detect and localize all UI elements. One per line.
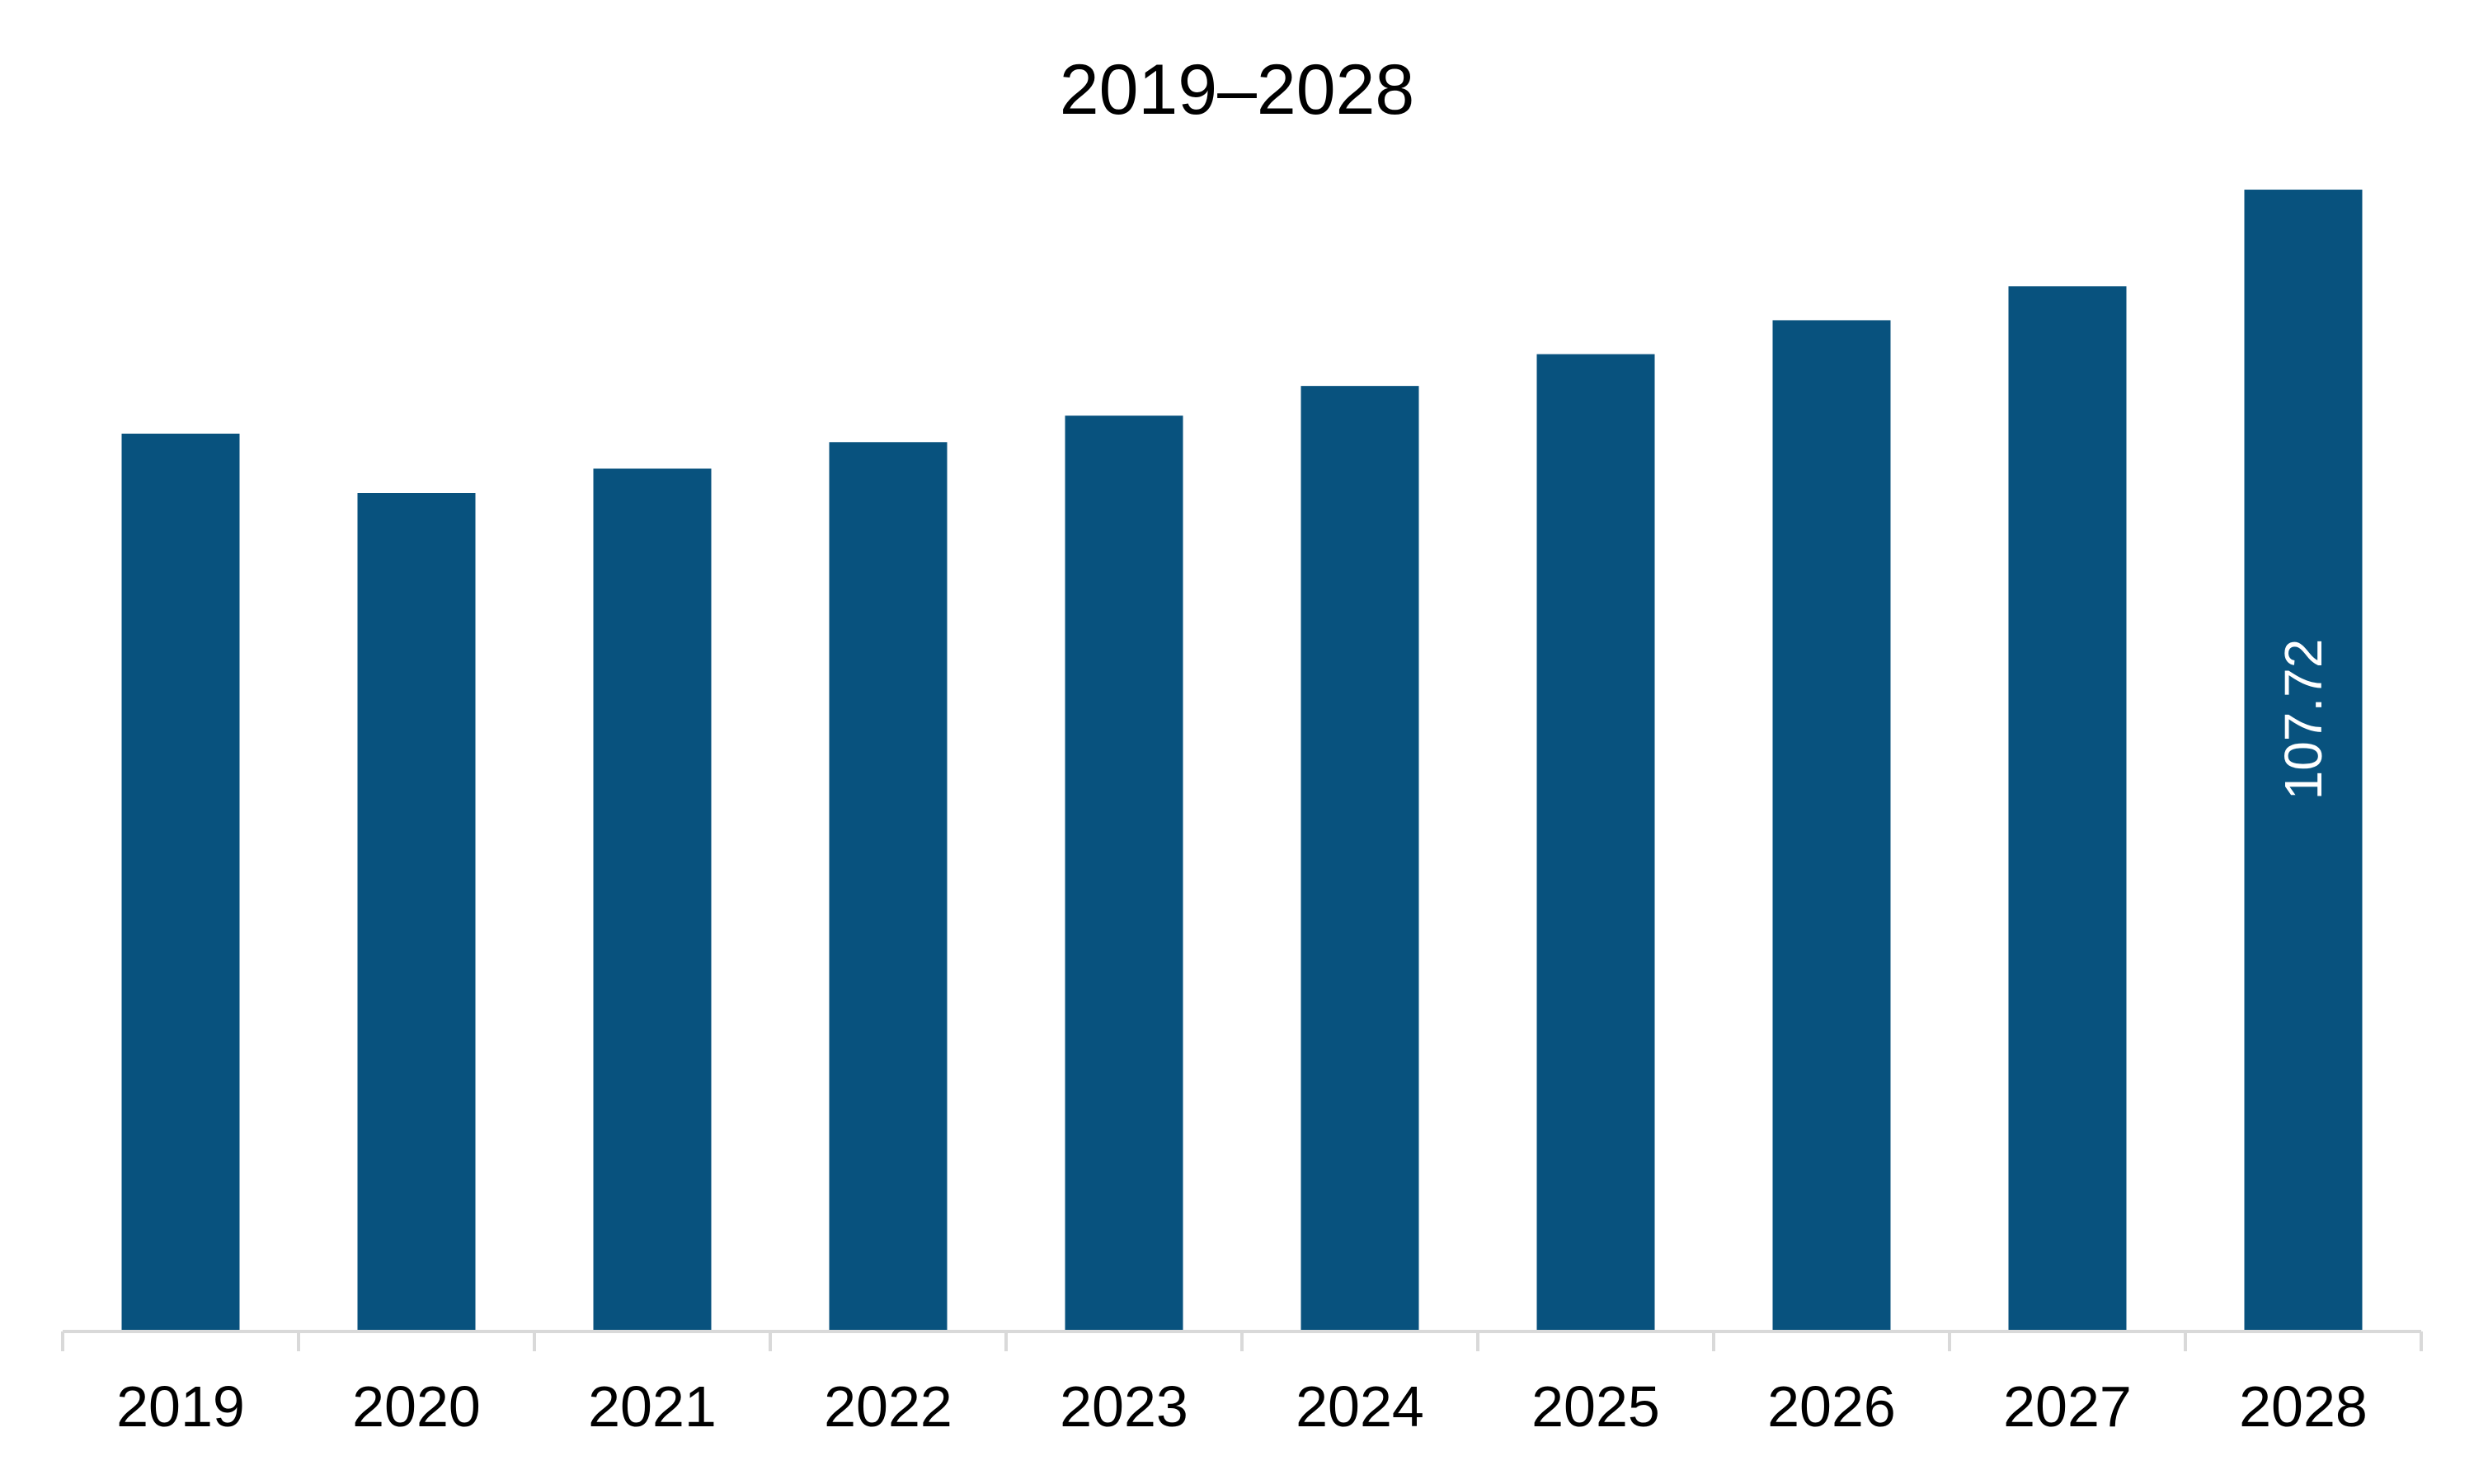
bar-2024 — [1300, 386, 1419, 1332]
data-label-2028: 107.72 — [2274, 639, 2333, 801]
x-tick-labels: 2019 2020 2021 2022 2023 2024 2025 2026 2027 2028 — [116, 1374, 2368, 1439]
bar-2020 — [357, 493, 476, 1331]
x-tick-label-2025: 2025 — [1531, 1374, 1660, 1439]
bar-2023 — [1065, 416, 1183, 1332]
bar-2026 — [1772, 320, 1891, 1331]
data-labels: 107.72 — [2274, 639, 2333, 801]
x-tick-label-2024: 2024 — [1296, 1374, 1424, 1439]
chart-title: 2019–2028 — [1059, 50, 1415, 129]
x-tick-label-2020: 2020 — [352, 1374, 481, 1439]
x-tick-label-2019: 2019 — [116, 1374, 245, 1439]
bar-2028 — [2244, 190, 2363, 1331]
bar-2027 — [2008, 286, 2127, 1332]
x-tick-label-2023: 2023 — [1060, 1374, 1188, 1439]
bar-2019 — [121, 434, 240, 1331]
bar-2022 — [829, 442, 948, 1332]
x-tick-label-2026: 2026 — [1767, 1374, 1896, 1439]
x-axis — [61, 1330, 2423, 1351]
x-tick-label-2021: 2021 — [588, 1374, 717, 1439]
bar-2021 — [593, 468, 712, 1331]
x-tick-label-2028: 2028 — [2239, 1374, 2368, 1439]
bars-layer — [121, 190, 2363, 1332]
x-tick-label-2022: 2022 — [824, 1374, 952, 1439]
bar-2025 — [1536, 354, 1655, 1332]
x-tick-label-2027: 2027 — [2003, 1374, 2132, 1439]
